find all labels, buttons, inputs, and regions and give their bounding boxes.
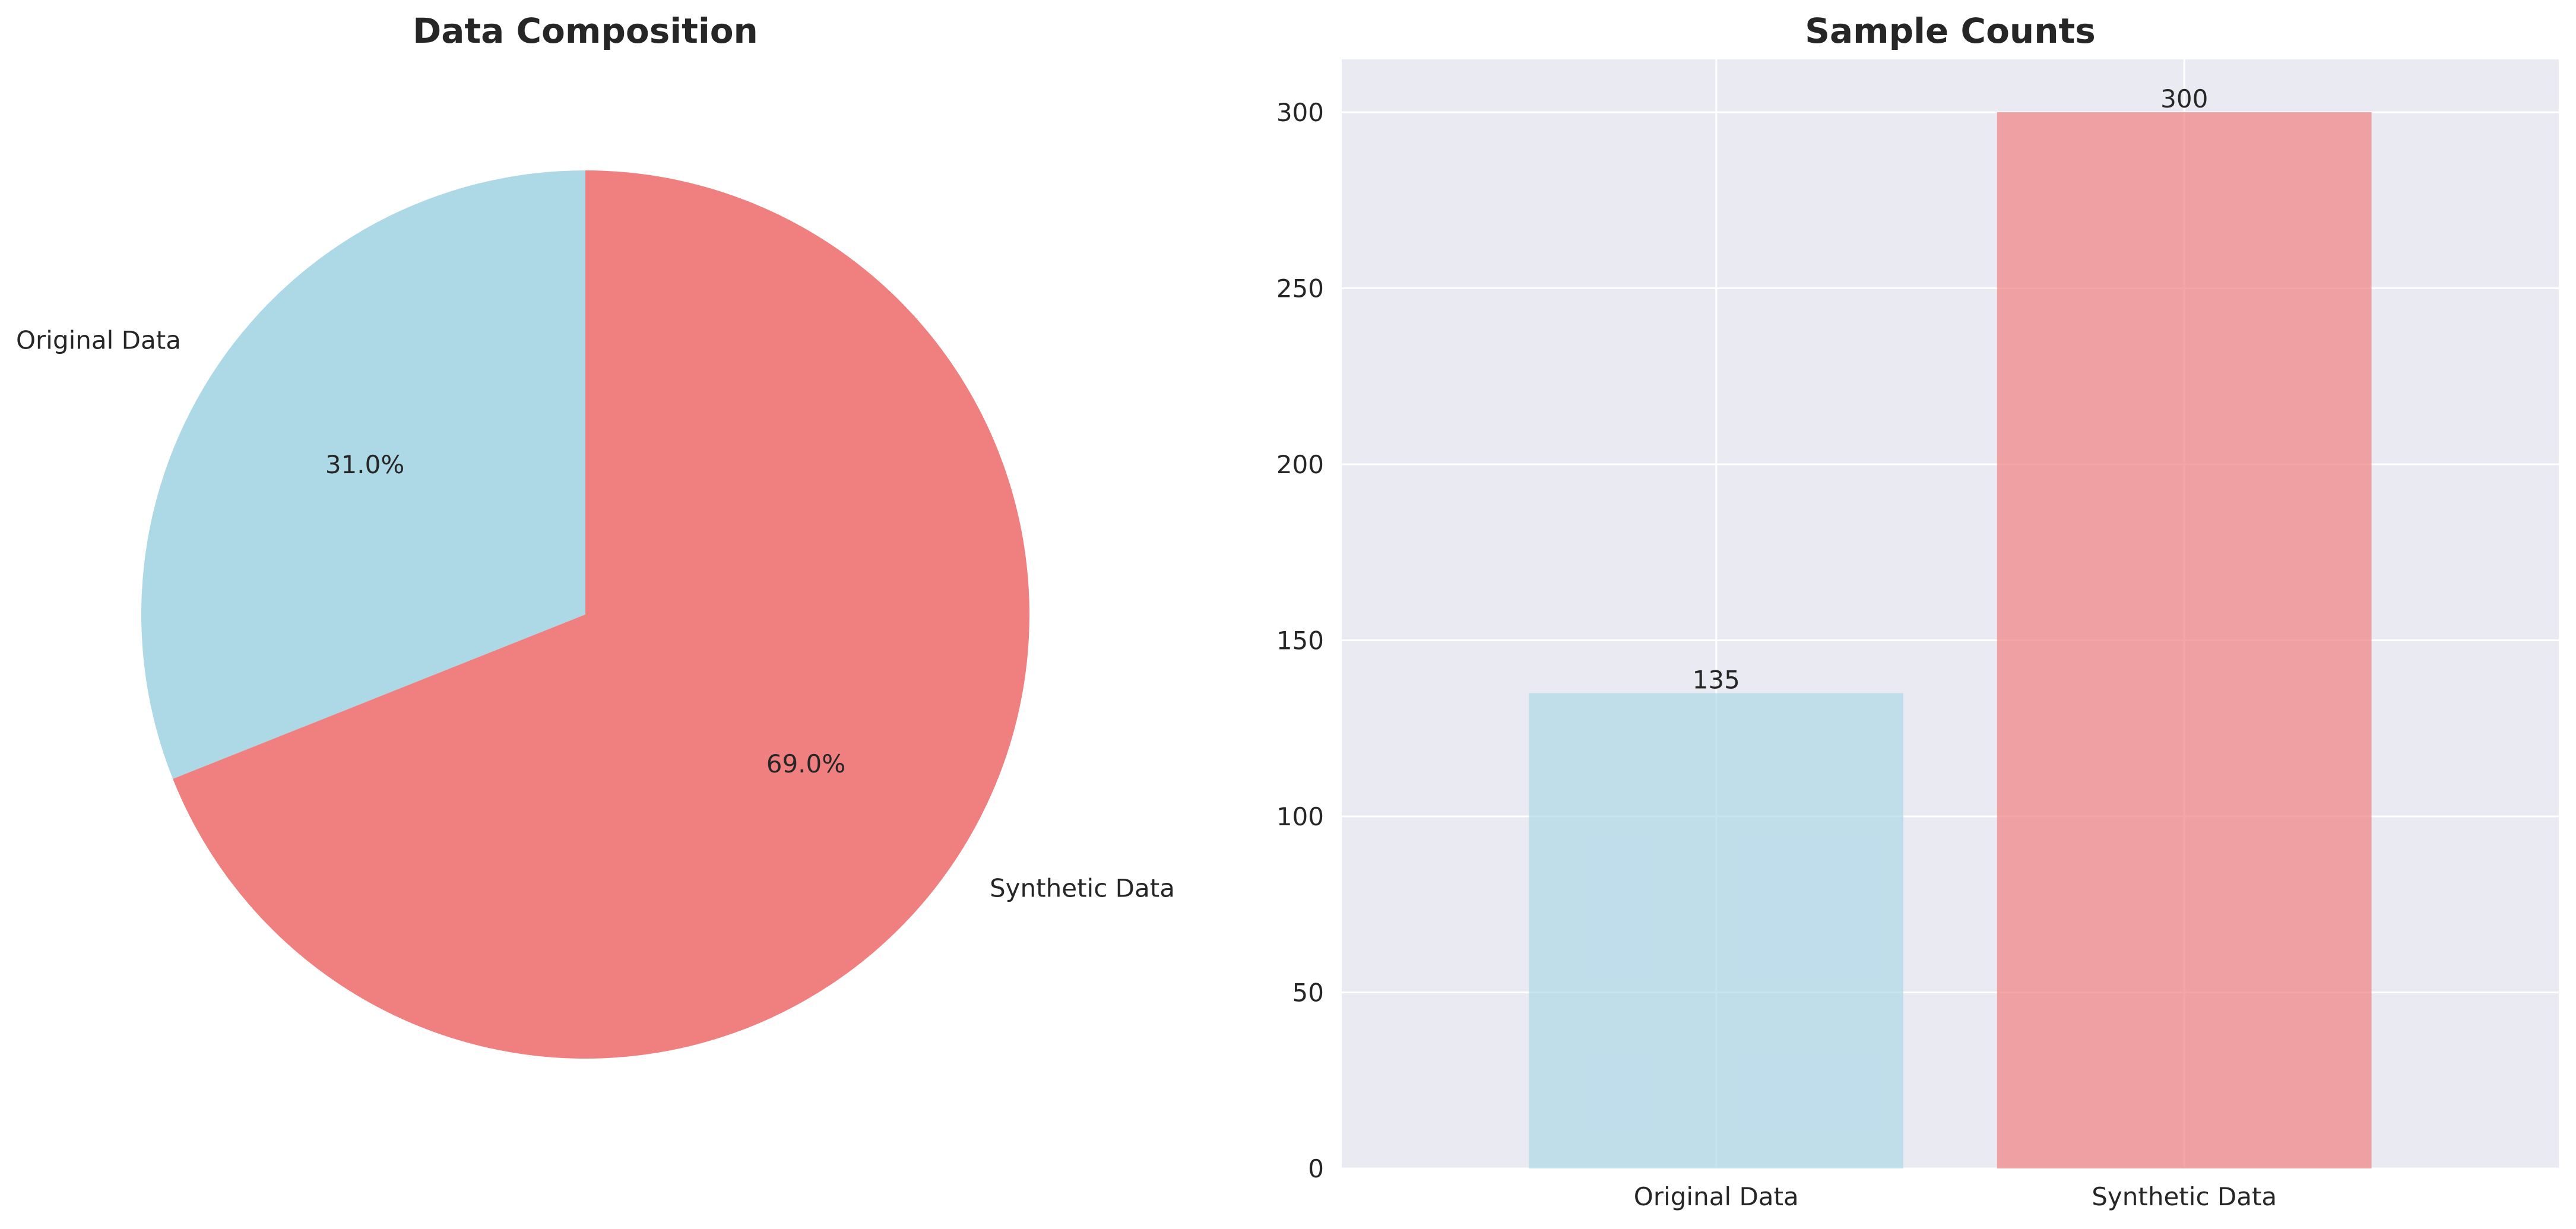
y-tick-label: 300 bbox=[1276, 98, 1324, 127]
pie-chart-title: Data Composition bbox=[413, 11, 758, 51]
bar-original-data bbox=[1529, 693, 1904, 1168]
y-tick-label: 100 bbox=[1276, 802, 1324, 831]
y-tick-label: 150 bbox=[1276, 626, 1324, 655]
pie-slice-original-data bbox=[141, 170, 585, 779]
bar-tick-labels: 0 50 100 150 200 250 300 Original Data Synthetic… bbox=[1276, 98, 2277, 1211]
bar-value-label-synthetic-data: 300 bbox=[2160, 84, 2208, 113]
y-tick-label: 200 bbox=[1276, 450, 1324, 479]
pie-label-synthetic-data: Synthetic Data bbox=[990, 874, 1175, 903]
bar-synthetic-data bbox=[1997, 112, 2372, 1168]
bar-chart-title: Sample Counts bbox=[1805, 11, 2096, 51]
pie-label-original-data: Original Data bbox=[16, 325, 181, 354]
x-tick-label-synthetic-data: Synthetic Data bbox=[2092, 1182, 2277, 1211]
x-tick-label-original-data: Original Data bbox=[1634, 1182, 1799, 1211]
pie-percent-synthetic-data: 69.0% bbox=[766, 749, 845, 778]
pie-percent-original-data: 31.0% bbox=[325, 450, 404, 479]
bar-value-label-original-data: 135 bbox=[1693, 665, 1740, 694]
y-tick-label: 0 bbox=[1308, 1154, 1324, 1183]
bar-plot-background bbox=[1342, 59, 2559, 1168]
pie-slice-synthetic-data bbox=[173, 170, 1030, 1059]
pie-chart-panel: Data Composition Original Data 31.0% Synth… bbox=[16, 11, 1175, 1059]
pie-slices bbox=[141, 170, 1030, 1059]
y-tick-label: 50 bbox=[1292, 978, 1324, 1007]
y-tick-label: 250 bbox=[1276, 274, 1324, 303]
bar-chart-panel: Sample Counts 0 50 100 150 200 250 300 Original… bbox=[1276, 11, 2559, 1211]
bar-value-labels: 135 300 bbox=[1693, 84, 2209, 694]
bar-bars bbox=[1529, 112, 2372, 1168]
pie-labels: Original Data 31.0% Synthetic Data 69.0% bbox=[16, 325, 1175, 902]
